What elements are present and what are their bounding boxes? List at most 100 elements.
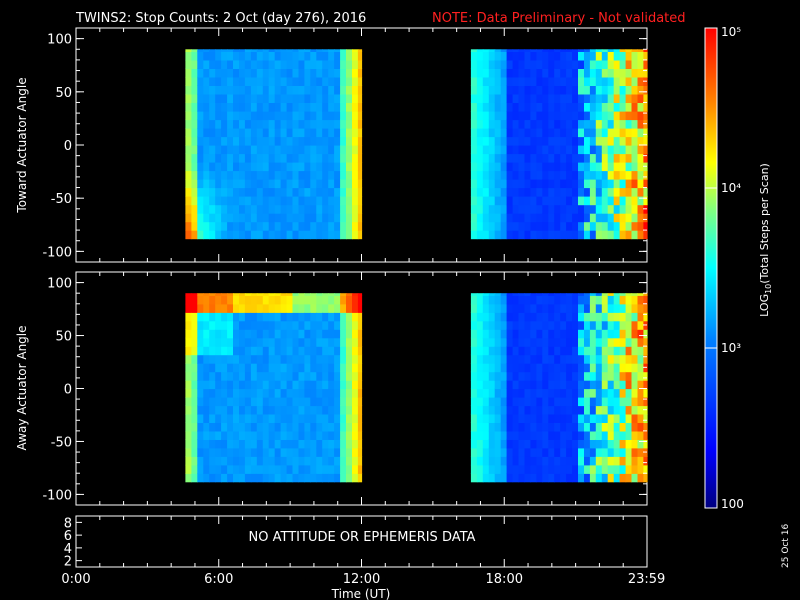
heatmap-cell xyxy=(209,102,216,112)
heatmap-cell xyxy=(227,145,234,155)
heatmap-cell xyxy=(566,388,573,398)
heatmap-cell xyxy=(625,76,633,86)
heatmap-cell xyxy=(554,354,561,364)
heatmap-cell xyxy=(268,76,276,86)
heatmap-cell xyxy=(215,363,222,373)
heatmap-cell xyxy=(578,119,585,129)
heatmap-cell xyxy=(280,196,288,206)
heatmap-cell xyxy=(304,413,311,423)
heatmap-cell xyxy=(239,145,246,155)
heatmap-cell xyxy=(506,303,514,313)
heatmap-cell xyxy=(613,346,621,356)
heatmap-cell xyxy=(322,346,329,356)
heatmap-cell xyxy=(637,153,644,163)
heatmap-cell xyxy=(601,179,609,189)
heatmap-cell xyxy=(506,136,514,146)
heatmap-cell xyxy=(470,371,478,381)
heatmap-cell xyxy=(328,59,335,69)
heatmap-cell xyxy=(512,293,520,296)
heatmap-cell xyxy=(578,179,585,189)
heatmap-cell xyxy=(631,162,638,172)
heatmap-cell xyxy=(625,170,633,180)
heatmap-cell xyxy=(601,337,609,347)
heatmap-cell xyxy=(476,371,484,381)
heatmap-cell xyxy=(256,68,264,78)
heatmap-cell xyxy=(482,68,490,78)
heatmap-cell xyxy=(488,405,496,415)
heatmap-cell xyxy=(613,293,621,296)
heatmap-cell xyxy=(619,111,627,121)
heatmap-cell xyxy=(536,380,543,390)
heatmap-cell xyxy=(512,204,520,214)
heatmap-cell xyxy=(274,204,282,214)
heatmap-cell xyxy=(530,162,537,172)
heatmap-cell xyxy=(524,380,531,390)
heatmap-cell xyxy=(607,303,615,313)
heatmap-cell xyxy=(518,473,525,483)
heatmap-cell xyxy=(482,346,490,356)
heatmap-cell xyxy=(554,312,561,322)
heatmap-cell xyxy=(494,397,502,407)
heatmap-cell xyxy=(340,397,347,407)
heatmap-cell xyxy=(197,397,204,407)
heatmap-cell xyxy=(607,397,615,407)
heatmap-cell xyxy=(357,405,363,415)
heatmap-cell xyxy=(524,337,531,347)
heatmap-cell xyxy=(233,102,240,112)
ytick-label: 8 xyxy=(64,516,72,531)
heatmap-cell xyxy=(310,102,317,112)
heatmap-cell xyxy=(357,136,363,146)
heatmap-cell xyxy=(244,85,252,95)
heatmap-cell xyxy=(304,346,311,356)
heatmap-cell xyxy=(518,422,525,432)
heatmap-cell xyxy=(292,354,299,364)
heatmap-cell xyxy=(239,371,246,381)
heatmap-cell xyxy=(197,371,204,381)
heatmap-cell xyxy=(227,196,234,206)
heatmap-cell xyxy=(322,221,329,231)
heatmap-cell xyxy=(280,204,288,214)
heatmap-cell xyxy=(506,111,514,121)
heatmap-cell xyxy=(250,329,258,339)
heatmap-cell xyxy=(357,230,363,240)
heatmap-cell xyxy=(613,204,621,214)
heatmap-cell xyxy=(589,329,597,339)
heatmap-cell xyxy=(185,295,192,305)
heatmap-cell xyxy=(637,456,644,466)
heatmap-cell xyxy=(316,153,323,163)
heatmap-cell xyxy=(221,49,228,52)
heatmap-cell xyxy=(334,145,341,155)
heatmap-cell xyxy=(262,51,270,61)
heatmap-cell xyxy=(286,413,294,423)
heatmap-cell xyxy=(631,136,638,146)
heatmap-cell xyxy=(250,363,258,373)
heatmap-cell xyxy=(286,464,294,474)
heatmap-cell xyxy=(572,111,579,121)
heatmap-cell xyxy=(280,221,288,231)
heatmap-cell xyxy=(542,213,549,223)
heatmap-cell xyxy=(274,397,282,407)
heatmap-cell xyxy=(340,473,347,483)
heatmap-cell xyxy=(625,320,633,330)
heatmap-cell xyxy=(298,59,305,69)
heatmap-cell xyxy=(346,380,353,390)
heatmap-cell xyxy=(209,76,216,86)
heatmap-cell xyxy=(340,68,347,78)
heatmap-cell xyxy=(316,59,323,69)
heatmap-cell xyxy=(500,119,508,129)
heatmap-cell xyxy=(262,230,270,240)
heatmap-cell xyxy=(619,59,627,69)
heatmap-cell xyxy=(631,363,638,373)
heatmap-cell xyxy=(221,59,228,69)
heatmap-cell xyxy=(542,293,549,296)
heatmap-cell xyxy=(352,293,359,296)
heatmap-cell xyxy=(595,102,603,112)
heatmap-cell xyxy=(334,102,341,112)
heatmap-cell xyxy=(185,363,192,373)
heatmap-cell xyxy=(482,221,490,231)
heatmap-cell xyxy=(560,136,567,146)
heatmap-cell xyxy=(637,337,644,347)
heatmap-cell xyxy=(631,329,638,339)
heatmap-cell xyxy=(512,145,520,155)
heatmap-cell xyxy=(244,119,252,129)
